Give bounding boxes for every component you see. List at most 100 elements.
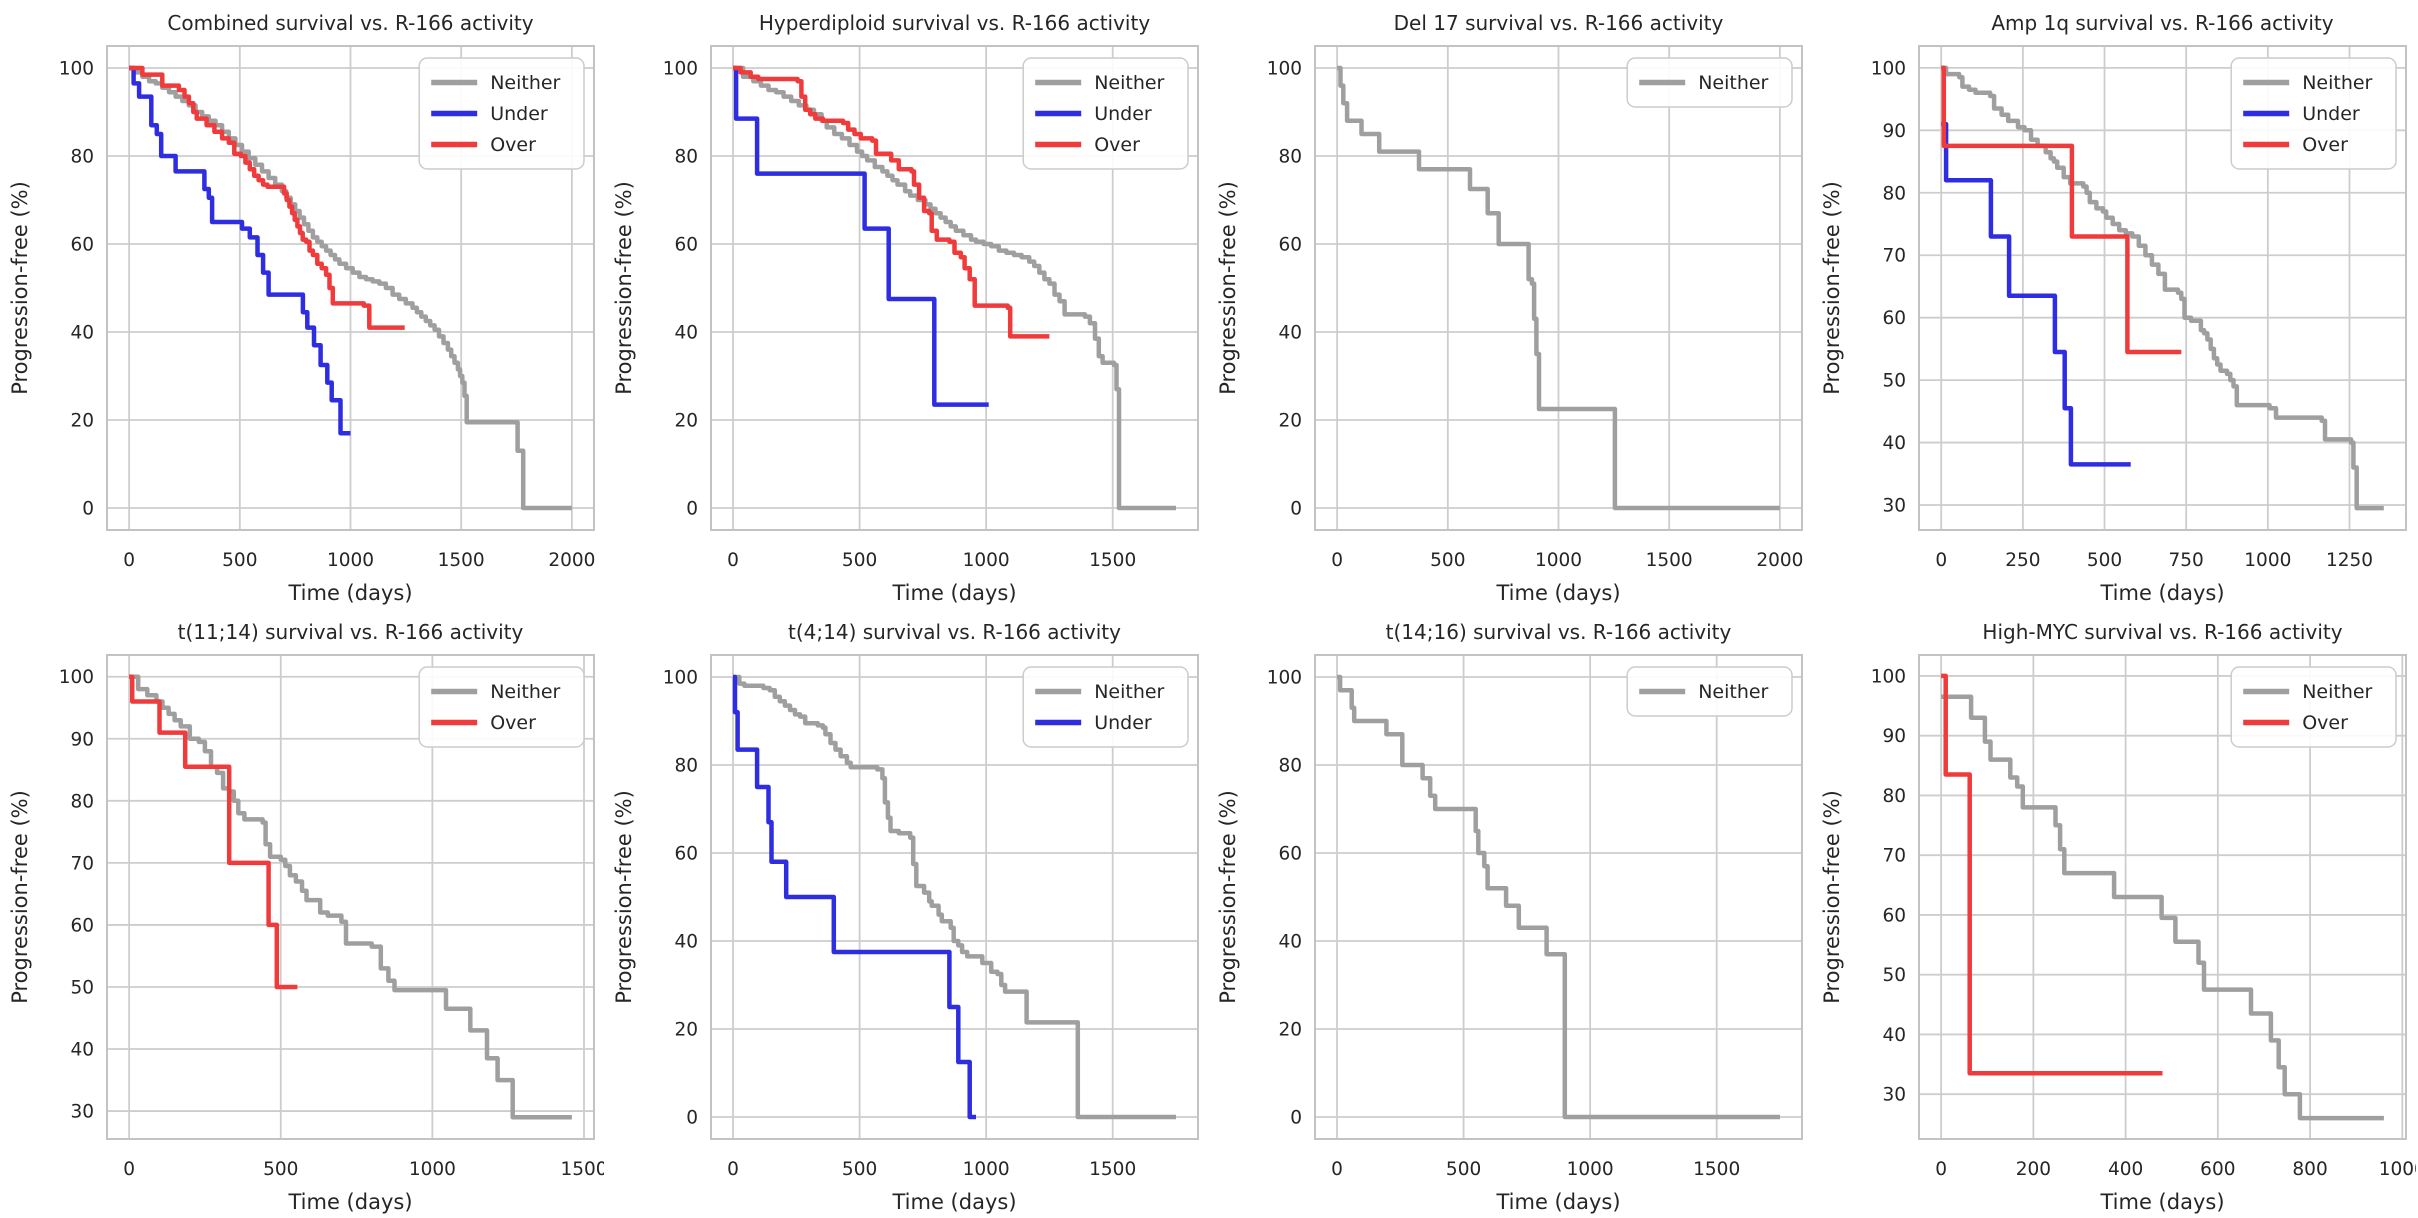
- y-tick-label: 60: [1882, 308, 1906, 329]
- t11-14-series-over-line: [129, 674, 298, 990]
- legend-label-over: Over: [490, 712, 536, 734]
- y-tick-label: 20: [1278, 411, 1302, 432]
- legend-box: [2230, 666, 2397, 748]
- x-tick-label: 1000: [1535, 550, 1582, 571]
- x-tick-label: 0: [727, 550, 739, 571]
- y-axis-label: Progression-free (%): [8, 181, 32, 395]
- chart-cell-combined: Combined survival vs. R-166 activity 0 500…: [0, 0, 604, 609]
- y-tick-label: 30: [1882, 1085, 1906, 1106]
- chart-title: Combined survival vs. R-166 activity: [167, 11, 533, 35]
- x-tick-label: 500: [842, 1159, 877, 1180]
- x-axis-label: Time (days): [891, 581, 1016, 605]
- x-tick-label: 0: [1935, 550, 1947, 571]
- axes-spine: [1918, 45, 2407, 531]
- chart-title: t(14;16) survival vs. R-166 activity: [1386, 620, 1732, 644]
- legend-box: [1022, 666, 1189, 748]
- del17-series-neither-line: [1337, 65, 1780, 511]
- chart-cell-hyperdiploid: Hyperdiploid survival vs. R-166 activity…: [604, 0, 1208, 609]
- legend: Neither Under: [1022, 666, 1189, 748]
- x-axis-label: Time (days): [287, 581, 412, 605]
- y-tick-label: 100: [1871, 58, 1906, 79]
- legend-label-neither: Neither: [2302, 72, 2372, 94]
- x-tick-label: 0: [123, 1159, 135, 1180]
- y-tick-label: 80: [1278, 756, 1302, 777]
- x-tick-label: 1500: [1089, 1159, 1136, 1180]
- axes-spine: [710, 45, 1199, 531]
- legend-label-neither: Neither: [1698, 72, 1768, 94]
- y-axis-label: Progression-free (%): [1820, 790, 1844, 1004]
- chart-title: t(11;14) survival vs. R-166 activity: [178, 620, 524, 644]
- y-tick-label: 80: [674, 756, 698, 777]
- y-tick-label: 50: [70, 977, 94, 998]
- y-tick-label: 80: [1882, 786, 1906, 807]
- y-tick-label: 60: [70, 235, 94, 256]
- high-myc-series-over-line: [1941, 673, 2163, 1076]
- legend: Neither Under Over: [418, 57, 585, 170]
- x-tick-label: 500: [1430, 550, 1465, 571]
- y-tick-label: 80: [1882, 183, 1906, 204]
- chart-cell-high-myc: High-MYC survival vs. R-166 activity 0 200…: [1812, 609, 2416, 1218]
- hyperdiploid-series-under-line: [733, 65, 989, 407]
- x-tick-label: 1000: [409, 1159, 456, 1180]
- x-tick-label: 500: [222, 550, 257, 571]
- legend: Neither: [1626, 666, 1793, 717]
- chart-title: t(4;14) survival vs. R-166 activity: [788, 620, 1121, 644]
- y-tick-label: 40: [1278, 323, 1302, 344]
- x-tick-label: 2000: [1756, 550, 1803, 571]
- chart-cell-t14-16: t(14;16) survival vs. R-166 activity 0 500…: [1208, 609, 1812, 1218]
- chart-cell-amp1q: Amp 1q survival vs. R-166 activity 0 250 50…: [1812, 0, 2416, 609]
- y-tick-label: 80: [674, 147, 698, 168]
- y-tick-label: 40: [674, 932, 698, 953]
- combined-chart-svg: Combined survival vs. R-166 activity 0 500…: [0, 0, 604, 609]
- y-tick-label: 0: [1290, 499, 1302, 520]
- y-tick-label: 80: [70, 147, 94, 168]
- y-tick-label: 30: [1882, 496, 1906, 517]
- y-tick-label: 60: [1278, 235, 1302, 256]
- y-tick-label: 0: [1290, 1108, 1302, 1129]
- t4-14-chart-svg: t(4;14) survival vs. R-166 activity 0 500 1…: [604, 609, 1208, 1218]
- x-tick-label: 1500: [438, 550, 485, 571]
- y-tick-label: 60: [674, 844, 698, 865]
- x-tick-label: 0: [1331, 550, 1343, 571]
- chart-title: Del 17 survival vs. R-166 activity: [1394, 11, 1724, 35]
- y-tick-label: 100: [1267, 59, 1302, 80]
- y-tick-label: 0: [686, 1108, 698, 1129]
- x-tick-label: 1500: [1089, 550, 1136, 571]
- legend-label-over: Over: [2302, 134, 2348, 156]
- legend-label-neither: Neither: [1094, 72, 1164, 94]
- y-tick-label: 60: [674, 235, 698, 256]
- legend-label-under: Under: [1094, 712, 1152, 734]
- legend-label-over: Over: [490, 134, 536, 156]
- legend: Neither Under Over: [2230, 57, 2397, 170]
- legend: Neither Under Over: [1022, 57, 1189, 170]
- combined-series-over-line: [129, 65, 405, 330]
- y-axis-label: Progression-free (%): [612, 790, 636, 1004]
- x-tick-label: 400: [2108, 1159, 2143, 1180]
- x-tick-label: 1000: [1567, 1159, 1614, 1180]
- y-tick-label: 90: [70, 729, 94, 750]
- y-tick-label: 90: [1882, 121, 1906, 142]
- y-axis-label: Progression-free (%): [8, 790, 32, 1004]
- y-tick-label: 60: [1278, 844, 1302, 865]
- legend-box: [2230, 57, 2397, 170]
- t11-14-series-neither-line: [129, 674, 572, 1120]
- x-tick-label: 0: [1935, 1159, 1947, 1180]
- y-tick-label: 40: [70, 323, 94, 344]
- x-tick-label: 200: [2016, 1159, 2051, 1180]
- y-tick-label: 20: [674, 411, 698, 432]
- x-tick-label: 0: [123, 550, 135, 571]
- x-tick-label: 1000: [327, 550, 374, 571]
- x-tick-label: 1500: [560, 1159, 604, 1180]
- y-tick-label: 80: [1278, 147, 1302, 168]
- y-tick-label: 90: [1882, 726, 1906, 747]
- legend-label-over: Over: [1094, 134, 1140, 156]
- axes-spine: [1314, 45, 1803, 531]
- hyperdiploid-chart-svg: Hyperdiploid survival vs. R-166 activity…: [604, 0, 1208, 609]
- legend-label-over: Over: [2302, 712, 2348, 734]
- x-tick-label: 1500: [1646, 550, 1693, 571]
- hyperdiploid-series-over-line: [733, 65, 1050, 339]
- x-tick-label: 1000: [2244, 550, 2291, 571]
- x-axis-label: Time (days): [1495, 581, 1620, 605]
- y-tick-label: 20: [674, 1020, 698, 1041]
- y-tick-label: 100: [663, 668, 698, 689]
